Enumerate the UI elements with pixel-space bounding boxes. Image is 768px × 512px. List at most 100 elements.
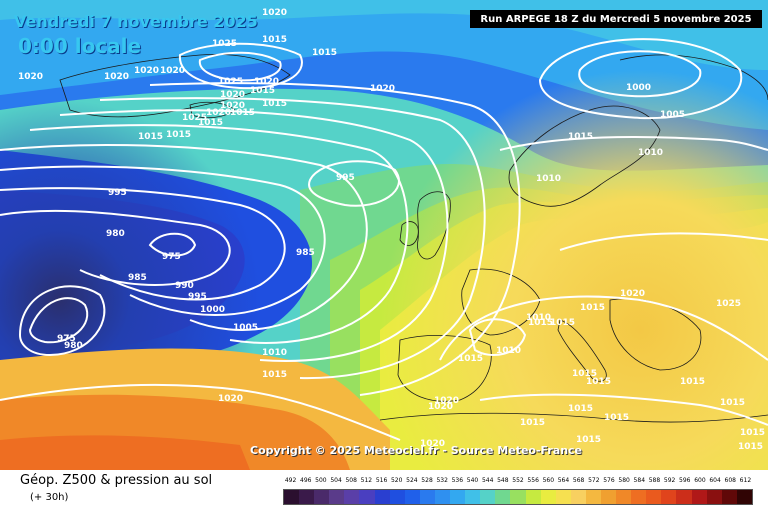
legend-swatch [600, 490, 617, 504]
isobar-label: 1015 [572, 369, 597, 379]
legend-label: 612 [739, 477, 752, 484]
isobar-1010-north [499, 136, 768, 151]
isobar-label: 1015 [138, 132, 163, 142]
isobar-label: 1020 [18, 72, 43, 82]
legend-swatch [299, 490, 315, 504]
isobar-label: 1015 [586, 377, 611, 387]
isobar-label: 1015 [576, 435, 601, 445]
isobar-label: 985 [296, 248, 315, 258]
isobar-label: 995 [108, 188, 127, 198]
legend-label: 524 [406, 477, 418, 484]
coast-iberia [397, 335, 492, 402]
isobar-980 [0, 209, 231, 286]
isobar-label: 1025 [716, 299, 741, 309]
legend-swatch [616, 490, 632, 504]
isobar-label: 1000 [200, 305, 225, 315]
legend-swatch [510, 490, 526, 504]
legend-swatch [676, 490, 692, 504]
legend-label: 560 [542, 477, 555, 484]
legend-labels: 492 496 500 504 508 512 516 520 524 528 532 536 540 5… [283, 477, 753, 489]
legend-swatch [329, 490, 345, 504]
isobar-1020-south [0, 383, 401, 441]
isobar-label: 1025 [212, 39, 237, 49]
isobar-label: 1005 [660, 110, 685, 120]
legend-swatch [344, 490, 360, 504]
legend-label: 608 [724, 477, 736, 484]
coastlines [59, 54, 768, 423]
forecast-time: 0:00 locale [18, 34, 142, 58]
legend-swatch [646, 490, 662, 504]
isobar-label: 1020 [254, 77, 279, 87]
isobar-label: 1015 [720, 398, 745, 408]
isobar-label: 1020 [370, 84, 395, 94]
legend-swatch [691, 490, 707, 504]
isobar-label: 1015 [520, 418, 545, 428]
legend-label: 528 [421, 477, 433, 484]
isobar-1015-greenland [178, 42, 303, 90]
isobar-label: 985 [128, 273, 147, 283]
isobar-label: 1015 [740, 428, 765, 438]
isobar-label: 1020 [434, 396, 459, 406]
isobar-995 [0, 144, 368, 331]
legend-swatch [389, 490, 405, 504]
isobar-label: 1020 [218, 394, 243, 404]
isobar-label: 1015 [262, 370, 287, 380]
isobar-label: 1020 [262, 8, 287, 18]
legend-label: 572 [588, 477, 600, 484]
legend-label: 588 [648, 477, 661, 484]
isobar-label: 1010 [262, 348, 287, 358]
isobar-label: 1020 [134, 66, 159, 76]
isobar-label: 1000 [626, 83, 651, 93]
isobar-low-975 [28, 297, 89, 344]
legend-label: 536 [451, 477, 464, 484]
coast-north-africa [379, 412, 768, 423]
legend-label: 576 [603, 477, 615, 484]
isobar-low-975-b [148, 232, 197, 257]
coast-russia-north [619, 54, 768, 101]
legend-swatch [284, 490, 300, 504]
legend-swatch [585, 490, 601, 504]
coast-greenland [59, 54, 291, 118]
legend-label: 548 [497, 477, 509, 484]
legend-label: 504 [330, 477, 342, 484]
isobar-label: 1020 [420, 439, 445, 449]
isobar-1020-europe [559, 232, 768, 251]
isobar-label: 1020 [220, 90, 245, 100]
color-legend [283, 489, 753, 505]
legend-swatch [374, 490, 390, 504]
legend-swatch [480, 490, 496, 504]
isobar-low-980 [18, 285, 106, 357]
legend-swatch [359, 490, 375, 504]
legend-label: 596 [679, 477, 691, 484]
isobar-1015-med [479, 393, 768, 426]
legend-swatch [555, 490, 571, 504]
coast-iceland [189, 101, 236, 119]
legend-swatch [661, 490, 677, 504]
legend-swatch [465, 490, 481, 504]
legend-label: 540 [466, 477, 479, 484]
isobar-label: 980 [106, 229, 125, 239]
isobar-label: 1015 [458, 354, 483, 364]
isobar-label: 1015 [262, 99, 287, 109]
isobar-1000-high [578, 50, 702, 98]
isobar-995-ring [308, 160, 400, 207]
legend-label: 592 [663, 477, 676, 484]
isobar-label: 1015 [528, 318, 553, 328]
forecast-lead-time: (+ 30h) [30, 492, 69, 503]
legend-swatch [540, 490, 556, 504]
legend-swatch [314, 490, 330, 504]
isobar-label: 1020 [206, 108, 231, 118]
isobar-label: 1015 [604, 413, 629, 423]
isobar-label: 980 [64, 341, 83, 351]
legend-label: 564 [557, 477, 570, 484]
legend-label: 584 [633, 477, 646, 484]
legend-label: 512 [360, 477, 373, 484]
legend-label: 544 [481, 477, 494, 484]
legend-label: 556 [527, 477, 539, 484]
isobar-label: 1025 [182, 113, 207, 123]
isobar-label: 1020 [220, 101, 245, 111]
legend-label: 508 [345, 477, 357, 484]
isobar-label: 1015 [568, 404, 593, 414]
